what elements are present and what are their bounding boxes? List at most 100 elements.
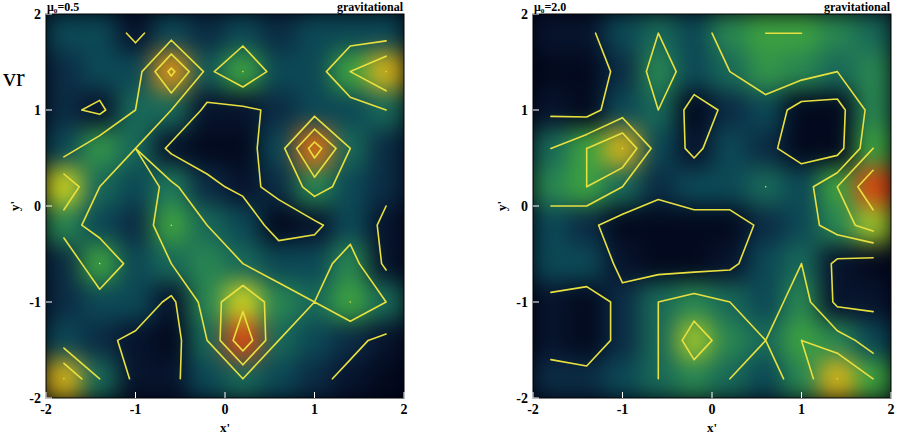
y-axis-title: y' bbox=[494, 201, 509, 211]
heat-cell bbox=[332, 321, 369, 360]
heat-cell bbox=[296, 14, 333, 53]
heat-cell bbox=[117, 282, 154, 321]
frame bbox=[46, 14, 404, 398]
heat-cell bbox=[676, 14, 713, 53]
heat-cell bbox=[46, 282, 82, 321]
heat-cell bbox=[189, 90, 226, 129]
plot-area bbox=[533, 14, 891, 398]
heat-cell bbox=[676, 321, 713, 360]
x-tick-label: 0 bbox=[709, 402, 716, 417]
heat-cell bbox=[855, 167, 891, 206]
heat-cell bbox=[296, 321, 333, 360]
heat-cell bbox=[260, 359, 297, 398]
heat-cell bbox=[368, 244, 404, 283]
heat-cell bbox=[332, 206, 369, 245]
heat-cell bbox=[533, 359, 569, 398]
x-tick-label: 2 bbox=[888, 402, 895, 417]
heat-cell bbox=[368, 129, 404, 168]
x-tick-label: -2 bbox=[40, 402, 52, 417]
heat-cell bbox=[117, 52, 154, 91]
panel: -2-1012-2-1012x'y'μ₀=0.5gravitationalvr bbox=[3, 0, 408, 435]
heat-cell bbox=[819, 321, 856, 360]
heat-cell bbox=[46, 90, 82, 129]
heatmap bbox=[46, 14, 404, 398]
plot-area bbox=[46, 14, 404, 398]
heat-cell bbox=[855, 14, 891, 53]
x-tick-label: 1 bbox=[311, 402, 318, 417]
heat-cell bbox=[296, 90, 333, 129]
heat-cell bbox=[712, 321, 749, 360]
heat-cell bbox=[296, 129, 333, 168]
heat-cell bbox=[368, 359, 404, 398]
heat-cell bbox=[676, 90, 713, 129]
panel-title: μ₀=2.0 bbox=[534, 0, 566, 14]
heat-cell bbox=[260, 167, 297, 206]
frame bbox=[533, 14, 891, 398]
heat-cell bbox=[225, 90, 262, 129]
heat-cell bbox=[332, 167, 369, 206]
panel-title: μ₀=0.5 bbox=[47, 0, 79, 14]
x-tick bbox=[46, 392, 47, 398]
x-tick-label: -1 bbox=[617, 402, 629, 417]
x-tick-label: -2 bbox=[527, 402, 539, 417]
heat-cell bbox=[117, 206, 154, 245]
panel-subtitle: gravitational bbox=[337, 0, 404, 14]
x-axis-title: x' bbox=[707, 420, 717, 435]
heat-cell bbox=[747, 282, 784, 321]
heat-cell bbox=[533, 282, 569, 321]
heat-cell bbox=[604, 52, 641, 91]
x-tick-label: 2 bbox=[401, 402, 408, 417]
heat-cell bbox=[819, 244, 856, 283]
x-tick bbox=[622, 392, 623, 398]
heat-cell bbox=[819, 90, 856, 129]
y-tick bbox=[533, 302, 539, 303]
heat-cell bbox=[225, 206, 262, 245]
y-tick bbox=[46, 302, 52, 303]
heat-cell bbox=[189, 14, 226, 53]
heat-cell bbox=[783, 282, 820, 321]
heat-cell bbox=[855, 321, 891, 360]
heat-cell bbox=[296, 244, 333, 283]
heat-cell bbox=[533, 321, 569, 360]
heat-cell bbox=[676, 244, 713, 283]
heat-cell bbox=[604, 244, 641, 283]
heat-cell bbox=[368, 14, 404, 53]
heat-cell bbox=[747, 244, 784, 283]
contour bbox=[82, 33, 386, 379]
heat-cell bbox=[46, 14, 82, 53]
x-tick-label: 0 bbox=[222, 402, 229, 417]
contour bbox=[64, 54, 386, 379]
heat-cell bbox=[783, 359, 820, 398]
y-tick-label: -2 bbox=[516, 391, 528, 406]
heat-cell bbox=[533, 167, 569, 206]
y-axis-title: y' bbox=[7, 201, 22, 211]
heat-cell bbox=[46, 167, 82, 206]
heat-cell bbox=[46, 244, 82, 283]
x-tick bbox=[533, 392, 534, 398]
heat-cell bbox=[260, 244, 297, 283]
y-tick bbox=[533, 110, 539, 111]
x-tick-label: 1 bbox=[798, 402, 805, 417]
heat-cell bbox=[189, 167, 226, 206]
x-axis-title: x' bbox=[220, 420, 230, 435]
heat-cell bbox=[189, 359, 226, 398]
plot-background bbox=[533, 14, 891, 398]
heat-cell bbox=[260, 14, 297, 53]
heat-cell bbox=[855, 244, 891, 283]
heat-cell bbox=[676, 206, 713, 245]
heat-cell bbox=[81, 129, 118, 168]
heat-cell bbox=[189, 129, 226, 168]
heatmap bbox=[533, 14, 891, 398]
x-tick bbox=[225, 392, 226, 398]
heat-cell bbox=[533, 52, 569, 91]
heat-cell bbox=[676, 52, 713, 91]
heat-cell bbox=[153, 129, 190, 168]
y-tick-label: 1 bbox=[34, 103, 41, 118]
heat-cell bbox=[640, 129, 677, 168]
heat-cell bbox=[117, 14, 154, 53]
heat-cell bbox=[153, 359, 190, 398]
x-tick bbox=[801, 392, 802, 398]
heat-cell bbox=[747, 359, 784, 398]
figure: -2-1012-2-1012x'y'μ₀=0.5gravitationalvr-… bbox=[0, 0, 907, 441]
heat-cell bbox=[712, 14, 749, 53]
